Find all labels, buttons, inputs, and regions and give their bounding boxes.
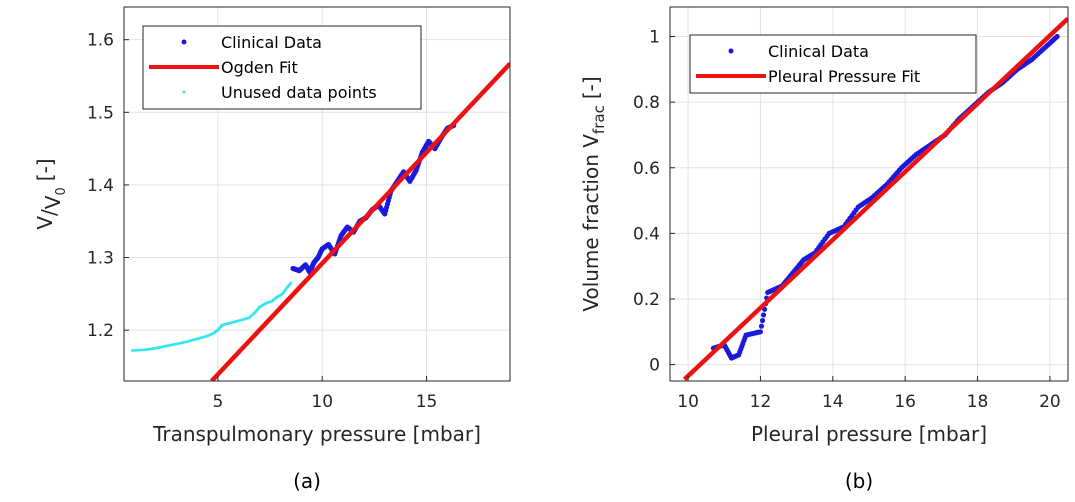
panel-a: 5 10 15 1.2 1.3 1.4 1.5 1.6 Transpulmonary press…: [33, 6, 511, 493]
legend-box: [689, 34, 977, 94]
y-tick-label: 0.8: [633, 93, 660, 113]
x-tick-label: 10: [311, 392, 333, 412]
y-label-main: Volume fraction V: [579, 134, 603, 312]
data-point: [289, 281, 293, 285]
x-tick-label: 10: [677, 392, 699, 412]
panel-label: (b): [845, 469, 873, 493]
y-axis-label: Volume fraction Vfrac [-]: [579, 76, 608, 311]
y-label-slash: /: [37, 209, 61, 216]
panel-label: (a): [293, 469, 321, 493]
y-tick-label: 1.4: [87, 176, 114, 196]
legend: Clinical Data Pleural Pressure Fit: [689, 34, 977, 94]
y-label-sub-v: V: [41, 195, 65, 209]
y-label-sub: frac: [590, 105, 608, 134]
y-tick-label: 1.3: [87, 249, 114, 269]
data-point-trail: [760, 312, 767, 318]
panel-b: 10 12 14 16 18 20 0 0.2 0.4 0.6 0.8 1 Pleural pressu…: [579, 6, 1069, 493]
x-tick-label: 15: [416, 392, 438, 412]
fit-line: [209, 62, 510, 381]
legend-marker-swatch: [181, 39, 187, 45]
x-tick-label: 14: [822, 392, 844, 412]
legend-entry-label: Unused data points: [221, 83, 377, 102]
x-tick-label: 12: [750, 392, 772, 412]
x-axis-label: Pleural pressure [mbar]: [751, 422, 987, 446]
x-tick-label: 20: [1039, 392, 1061, 412]
y-tick-label: 1.6: [87, 31, 114, 51]
y-tick-label: 0.2: [633, 290, 660, 310]
y-tick-label: 0: [649, 356, 660, 376]
legend-entry-label: Ogden Fit: [221, 58, 298, 77]
x-tick-label: 5: [212, 392, 223, 412]
x-tick-label: 18: [967, 392, 989, 412]
legend-entry-label: Clinical Data: [221, 33, 322, 52]
y-tick-label: 1.2: [87, 321, 114, 341]
y-axis-label: V/V0[-]: [33, 158, 69, 229]
x-tick-label: 16: [894, 392, 916, 412]
data-point: [1054, 33, 1060, 40]
legend-marker-swatch: [728, 48, 734, 54]
data-point-trail: [758, 323, 765, 329]
y-tick-label: 1.5: [87, 103, 114, 123]
y-tick-label: 0.4: [633, 224, 660, 244]
unused-points-series: [130, 281, 293, 352]
legend-entry-label: Clinical Data: [768, 42, 869, 61]
legend: Clinical Data Ogden Fit Unused data points: [142, 25, 422, 110]
x-axis-label: Transpulmonary pressure [mbar]: [152, 422, 481, 446]
y-label-unit: [-]: [33, 158, 57, 181]
y-label-sub-0: 0: [54, 187, 69, 195]
legend-marker-swatch: [182, 90, 186, 94]
axes-frame: [669, 6, 1069, 382]
legend-entry-label: Pleural Pressure Fit: [768, 67, 920, 86]
y-tick-label: 0.6: [633, 159, 660, 179]
data-point: [757, 329, 764, 335]
fit-line: [682, 16, 1068, 381]
y-label-v: V: [33, 216, 57, 230]
axes-frame: [123, 6, 511, 382]
y-tick-label: 1: [649, 28, 660, 48]
data-point-trail: [759, 317, 766, 324]
y-label-unit: [-]: [579, 76, 603, 99]
